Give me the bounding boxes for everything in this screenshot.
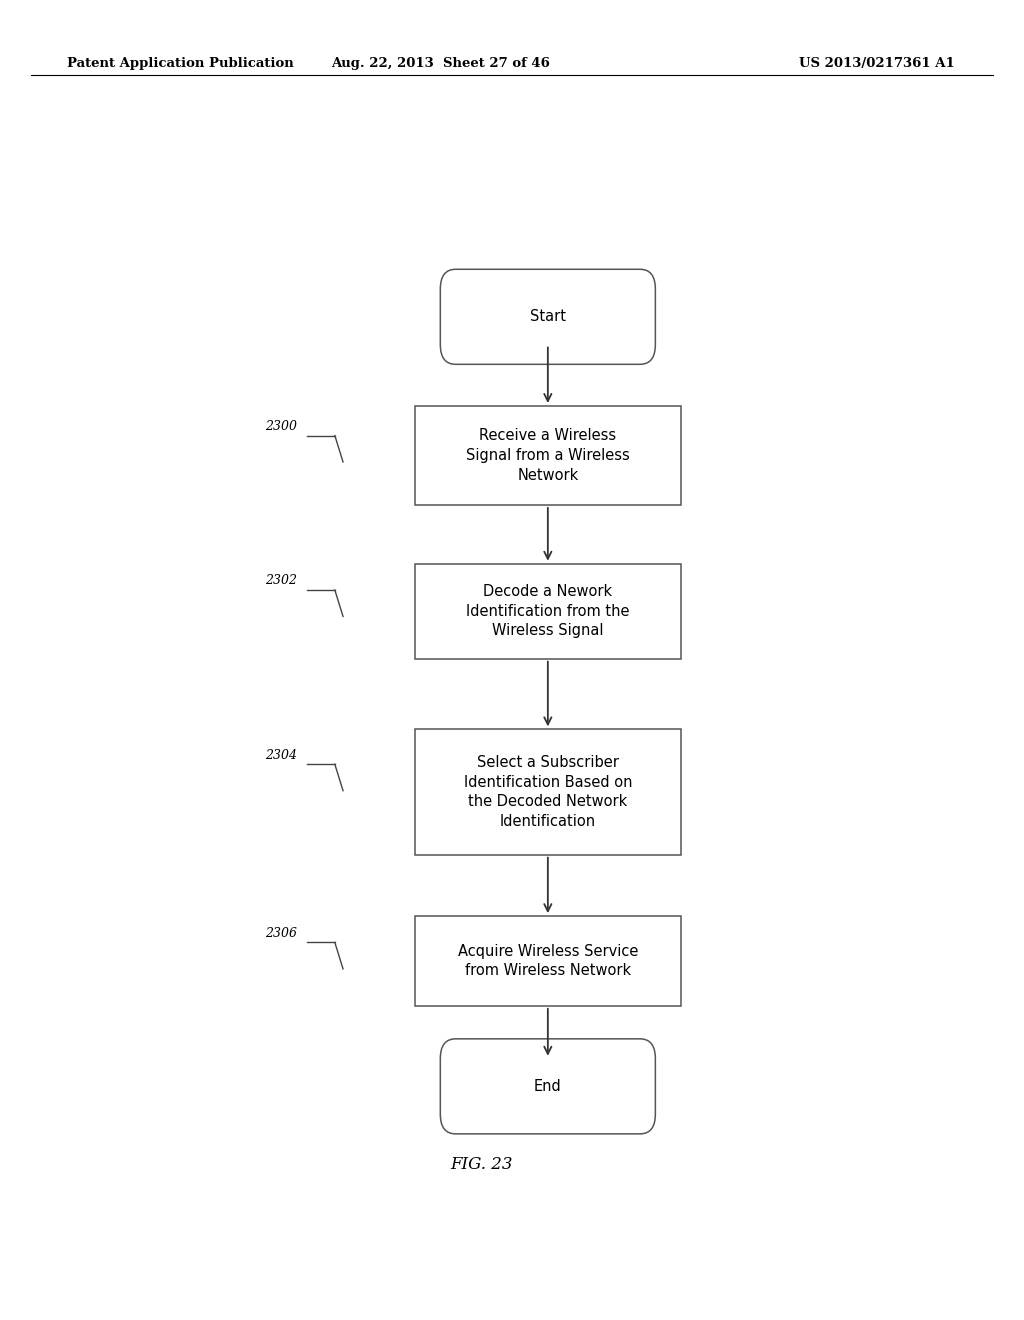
FancyBboxPatch shape: [440, 269, 655, 364]
Text: Select a Subscriber
Identification Based on
the Decoded Network
Identification: Select a Subscriber Identification Based…: [464, 755, 632, 829]
Text: Patent Application Publication: Patent Application Publication: [67, 57, 293, 70]
Text: US 2013/0217361 A1: US 2013/0217361 A1: [799, 57, 954, 70]
FancyBboxPatch shape: [440, 1039, 655, 1134]
Bar: [415, 407, 681, 504]
Bar: [415, 916, 681, 1006]
Text: 2302: 2302: [265, 574, 297, 587]
Text: Acquire Wireless Service
from Wireless Network: Acquire Wireless Service from Wireless N…: [458, 944, 638, 978]
Bar: [415, 729, 681, 855]
Text: 2304: 2304: [265, 748, 297, 762]
Text: Start: Start: [529, 309, 566, 325]
Text: 2300: 2300: [265, 420, 297, 433]
Bar: [415, 564, 681, 659]
Text: Aug. 22, 2013  Sheet 27 of 46: Aug. 22, 2013 Sheet 27 of 46: [331, 57, 550, 70]
Text: End: End: [534, 1078, 562, 1094]
Text: Decode a Nework
Identification from the
Wireless Signal: Decode a Nework Identification from the …: [466, 583, 630, 639]
Text: FIG. 23: FIG. 23: [450, 1156, 513, 1172]
Text: 2306: 2306: [265, 927, 297, 940]
Text: Receive a Wireless
Signal from a Wireless
Network: Receive a Wireless Signal from a Wireles…: [466, 428, 630, 483]
